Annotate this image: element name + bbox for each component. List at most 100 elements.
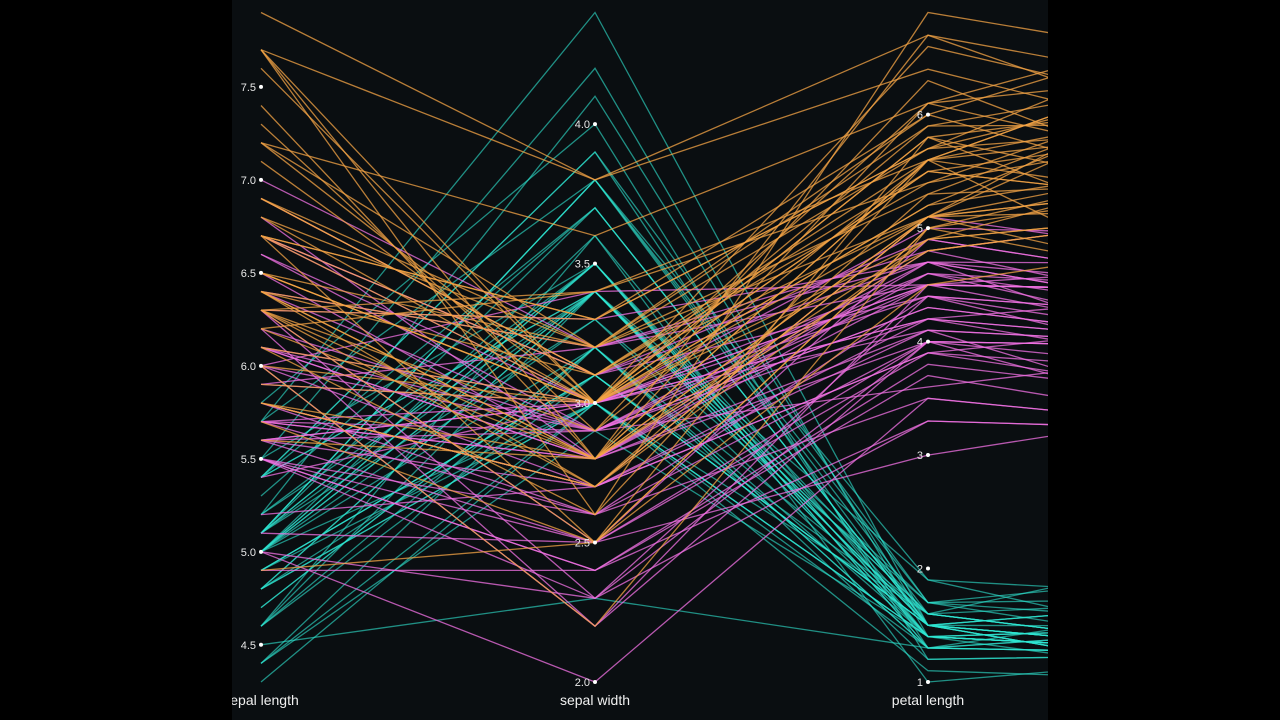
tick-mark	[593, 401, 597, 406]
line-virginica	[260, 34, 1048, 181]
line-setosa	[260, 206, 1048, 626]
line-virginica	[260, 121, 1048, 404]
line-setosa	[260, 206, 1048, 637]
line-versicolor	[260, 318, 1048, 423]
line-virginica	[260, 170, 1048, 376]
line-setosa	[260, 290, 1048, 637]
line-setosa	[260, 290, 1048, 622]
tick-label: 4.5	[241, 640, 256, 652]
axis-petal-length[interactable]: 1 2 3 4 5 6 petal length	[892, 110, 964, 708]
tick-label: 2.0	[575, 677, 590, 689]
tick-mark	[593, 122, 597, 127]
tick-label: 3.5	[575, 259, 590, 271]
line-setosa	[260, 206, 1048, 637]
tick-mark	[259, 456, 263, 461]
line-versicolor	[260, 340, 1048, 544]
line-setosa	[260, 290, 1048, 608]
axis-sepal-width[interactable]: 2.0 2.5 3.0 3.5 4.0 sepal width	[560, 119, 630, 708]
line-versicolor	[260, 397, 1048, 516]
line-virginica	[260, 49, 1048, 404]
line-setosa	[260, 178, 1048, 629]
tick-label: 7.5	[241, 82, 256, 94]
tick-mark	[259, 177, 263, 182]
line-setosa	[260, 262, 1048, 615]
line-versicolor	[260, 420, 1048, 599]
axis-sepal-length[interactable]: 4.5 5.0 5.5 6.0 6.5 7.0 7.5 sepal length	[232, 82, 299, 708]
line-virginica	[260, 113, 1048, 349]
line-versicolor	[260, 397, 1048, 683]
chart-svg: 4.5 5.0 5.5 6.0 6.5 7.0 7.5 sepal length 2.0 2.5 3…	[232, 11, 1048, 708]
line-versicolor	[260, 374, 1048, 572]
tick-label: 7.0	[241, 175, 256, 187]
tick-mark	[259, 84, 263, 89]
line-versicolor	[260, 329, 1048, 441]
line-virginica	[260, 188, 1048, 488]
line-virginica	[260, 116, 1048, 376]
line-setosa	[260, 374, 1048, 629]
tick-mark	[259, 270, 263, 275]
line-setosa	[260, 374, 1048, 647]
tick-mark	[593, 540, 597, 545]
tick-label: 6.5	[241, 268, 256, 280]
parallel-coordinates-plot: 4.5 5.0 5.5 6.0 6.5 7.0 7.5 sepal length 2.0 2.5 3…	[232, 0, 1048, 720]
line-virginica	[260, 11, 1048, 181]
line-virginica	[260, 234, 1048, 404]
tick-label: 5.0	[241, 547, 256, 559]
tick-mark	[259, 642, 263, 647]
line-versicolor	[261, 420, 1048, 572]
line-virginica	[260, 160, 1048, 376]
line-virginica	[260, 136, 1048, 404]
line-versicolor	[260, 295, 1048, 600]
line-virginica	[260, 185, 1048, 404]
line-virginica	[260, 140, 1048, 330]
line-virginica	[260, 227, 1048, 628]
line-virginica	[260, 162, 1048, 376]
tick-mark	[926, 112, 930, 117]
line-versicolor	[260, 276, 1048, 367]
line-versicolor	[260, 329, 1048, 460]
line-versicolor	[260, 234, 1048, 386]
tick-mark	[926, 226, 930, 231]
line-virginica	[260, 202, 1048, 488]
line-virginica	[260, 210, 1048, 544]
line-versicolor	[260, 295, 1048, 516]
tick-label: 5.5	[241, 454, 256, 466]
line-virginica	[260, 34, 1048, 460]
line-versicolor	[260, 340, 1048, 600]
axis-label: sepal width	[560, 692, 630, 708]
tick-label: 2.5	[575, 538, 590, 550]
line-virginica	[260, 159, 1048, 516]
line-virginica	[260, 70, 1048, 237]
line-virginica	[260, 266, 1048, 572]
tick-label: 4	[917, 337, 923, 349]
tick-mark	[926, 680, 930, 684]
line-virginica	[260, 116, 1048, 311]
tick-label: 4.0	[575, 119, 590, 131]
axes: 4.5 5.0 5.5 6.0 6.5 7.0 7.5 sepal length 2.0 2.5 3…	[232, 82, 964, 708]
line-versicolor	[260, 435, 1048, 544]
line-setosa	[260, 290, 1048, 637]
line-virginica	[260, 45, 1048, 404]
line-setosa	[260, 374, 1048, 637]
tick-mark	[926, 453, 930, 458]
axis-label: petal length	[892, 692, 964, 708]
tick-label: 5	[917, 223, 923, 235]
tick-label: 1	[917, 677, 923, 689]
tick-label: 3	[917, 450, 923, 462]
line-setosa	[260, 430, 1048, 664]
line-setosa	[260, 597, 1048, 649]
line-setosa	[260, 290, 1048, 644]
line-versicolor	[260, 284, 1048, 628]
line-versicolor	[260, 306, 1048, 432]
line-setosa	[260, 402, 1048, 683]
axis-label: sepal length	[232, 692, 299, 708]
line-virginica	[260, 192, 1048, 348]
line-virginica	[260, 99, 1048, 321]
tick-label: 2	[917, 564, 923, 576]
line-virginica	[260, 207, 1048, 460]
tick-mark	[259, 549, 263, 554]
line-virginica	[260, 77, 1048, 321]
tick-label: 6	[917, 110, 923, 122]
line-virginica	[260, 212, 1048, 404]
line-virginica	[260, 227, 1048, 488]
